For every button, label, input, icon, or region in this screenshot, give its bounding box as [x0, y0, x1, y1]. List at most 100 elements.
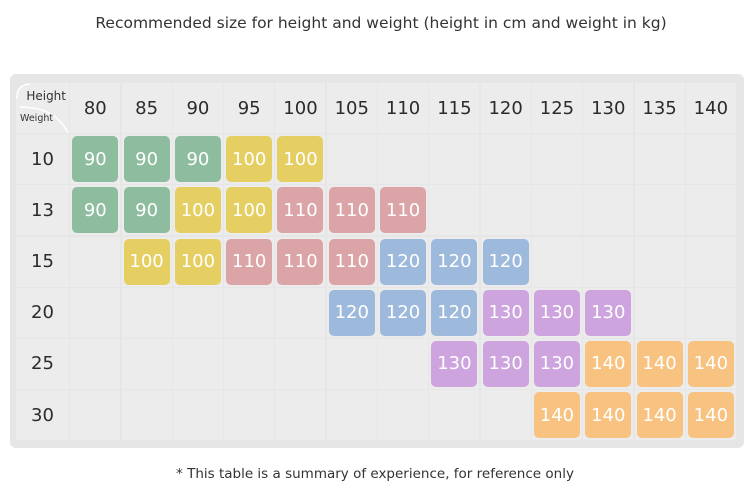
size-cell: 100	[172, 185, 223, 236]
height-header-90: 90	[172, 83, 223, 133]
size-cell: 140	[583, 390, 634, 441]
size-cell	[70, 287, 121, 338]
size-cell	[531, 134, 582, 185]
size-cell: 120	[378, 236, 429, 287]
size-cell	[326, 134, 377, 185]
size-cell	[121, 287, 172, 338]
size-chip: 100	[174, 187, 221, 234]
page-title: Recommended size for height and weight (…	[95, 14, 667, 32]
height-header-85: 85	[121, 83, 172, 133]
height-header-100: 100	[275, 83, 326, 133]
weight-header-10: 10	[16, 134, 69, 185]
height-header-140: 140	[685, 83, 736, 133]
size-chip: 130	[482, 289, 529, 336]
size-cell	[121, 390, 172, 441]
size-cell: 130	[480, 338, 531, 389]
size-chip: 90	[72, 136, 119, 183]
size-cell	[583, 134, 634, 185]
corner-header: Height Weight	[16, 83, 69, 133]
size-cell: 110	[275, 185, 326, 236]
size-chip: 130	[533, 340, 580, 387]
size-chip: 110	[380, 187, 427, 234]
size-cell	[685, 134, 736, 185]
size-cell: 90	[70, 185, 121, 236]
size-cell: 110	[326, 236, 377, 287]
size-table: Height Weight 80 85 90 95 100 105 110 115 120 125…	[16, 83, 736, 441]
size-cell: 130	[531, 338, 582, 389]
size-cell	[634, 134, 685, 185]
height-header-95: 95	[224, 83, 275, 133]
size-chip: 110	[328, 187, 375, 234]
weight-header-20: 20	[16, 287, 69, 338]
size-cell: 110	[275, 236, 326, 287]
height-header-80: 80	[70, 83, 121, 133]
size-cell: 140	[531, 390, 582, 441]
size-cell: 140	[583, 338, 634, 389]
weight-axis-label: Weight	[20, 113, 54, 124]
size-cell: 140	[634, 338, 685, 389]
size-chip: 110	[226, 238, 273, 285]
size-cell	[685, 236, 736, 287]
size-chip: 140	[687, 392, 734, 439]
size-cell	[172, 338, 223, 389]
size-cell	[531, 236, 582, 287]
size-cell: 140	[685, 390, 736, 441]
size-cell	[224, 338, 275, 389]
size-chip: 120	[431, 238, 478, 285]
height-header-130: 130	[583, 83, 634, 133]
size-cell	[70, 236, 121, 287]
size-cell: 110	[378, 185, 429, 236]
size-chip: 140	[585, 392, 632, 439]
size-chip: 130	[533, 289, 580, 336]
size-cell: 110	[326, 185, 377, 236]
size-chip: 100	[123, 238, 170, 285]
size-cell	[429, 134, 480, 185]
size-cell: 100	[121, 236, 172, 287]
size-cell	[224, 390, 275, 441]
size-chip: 110	[328, 238, 375, 285]
size-cell: 100	[224, 185, 275, 236]
size-cell	[429, 390, 480, 441]
size-cell	[634, 287, 685, 338]
weight-header-30: 30	[16, 390, 69, 441]
size-cell: 100	[172, 236, 223, 287]
size-cell	[685, 287, 736, 338]
size-chip: 120	[431, 289, 478, 336]
size-cell: 130	[480, 287, 531, 338]
size-cell	[275, 287, 326, 338]
size-cell	[531, 185, 582, 236]
size-cell	[634, 185, 685, 236]
height-header-120: 120	[480, 83, 531, 133]
weight-header-15: 15	[16, 236, 69, 287]
size-chip: 110	[277, 187, 324, 234]
size-chip: 120	[380, 289, 427, 336]
size-cell	[685, 185, 736, 236]
size-cell: 120	[378, 287, 429, 338]
size-chip: 100	[277, 136, 324, 183]
size-chip: 120	[328, 289, 375, 336]
size-cell	[480, 185, 531, 236]
size-cell	[583, 185, 634, 236]
size-cell	[172, 287, 223, 338]
size-cell	[121, 338, 172, 389]
size-cell: 120	[429, 236, 480, 287]
size-cell	[275, 390, 326, 441]
height-header-135: 135	[634, 83, 685, 133]
size-chip: 90	[72, 187, 119, 234]
size-cell	[326, 338, 377, 389]
size-cell: 120	[480, 236, 531, 287]
size-chip: 100	[174, 238, 221, 285]
weight-header-25: 25	[16, 338, 69, 389]
size-chip: 90	[123, 187, 170, 234]
size-cell	[275, 338, 326, 389]
size-cell	[70, 338, 121, 389]
diagonal-divider-icon	[16, 83, 69, 133]
size-cell	[378, 134, 429, 185]
height-axis-label: Height	[26, 89, 66, 103]
height-header-115: 115	[429, 83, 480, 133]
height-header-110: 110	[378, 83, 429, 133]
weight-header-13: 13	[16, 185, 69, 236]
height-header-125: 125	[531, 83, 582, 133]
size-cell	[378, 338, 429, 389]
size-cell: 90	[121, 185, 172, 236]
